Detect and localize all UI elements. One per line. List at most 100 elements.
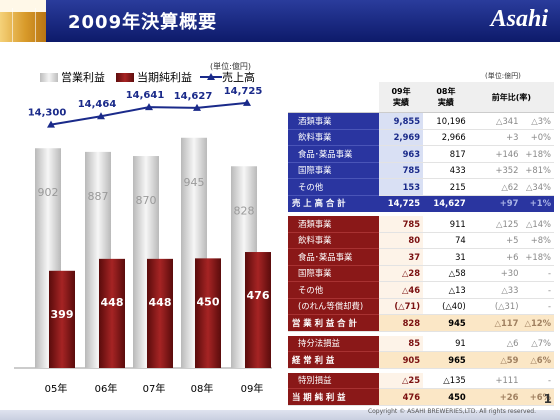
change-percent: +81% — [521, 162, 554, 179]
change-value: +6 — [468, 248, 522, 266]
change-percent: - — [521, 281, 554, 299]
change-percent: △34% — [521, 178, 554, 196]
change-percent: - — [521, 372, 554, 389]
value-2009: 476 — [378, 388, 424, 406]
page-number: 1 — [543, 392, 552, 406]
value-2008: △58 — [423, 265, 469, 282]
header-08: 08年 実績 — [423, 82, 469, 113]
change-percent: △3% — [521, 112, 554, 130]
change-percent: +8% — [521, 232, 554, 249]
legend-operating: 営業利益 — [40, 69, 105, 85]
value-2009: 785 — [378, 216, 424, 233]
footer-bar — [0, 410, 560, 420]
change-value: +3 — [468, 129, 522, 146]
table-row: その他 153 215 △62 △34% — [288, 178, 554, 196]
change-value: △6 — [468, 335, 522, 352]
value-2008: 215 — [423, 178, 469, 196]
header-bar: 2009年決算概要 Asahi — [0, 0, 560, 42]
header-09: 09年 実績 — [378, 82, 424, 113]
net-income-bar — [195, 258, 221, 368]
value-2009: 153 — [378, 178, 424, 196]
net-income-bar — [49, 270, 75, 368]
table-row: 当 期 純 利 益 476 450 +26 +6% — [288, 388, 554, 406]
legend-net-label: 当期純利益 — [137, 71, 192, 84]
value-2008: 450 — [423, 388, 469, 406]
value-2009: 905 — [378, 351, 424, 369]
value-2009: 9,855 — [378, 112, 424, 130]
value-2008: △135 — [423, 372, 469, 389]
change-percent: △12% — [521, 314, 554, 332]
table-row: その他 △46 △13 △33- — [288, 281, 554, 299]
legend-sales-swatch — [200, 73, 222, 80]
value-2008: 965 — [423, 351, 469, 369]
value-2008: 817 — [423, 145, 469, 163]
table-unit: (単位:億円) — [485, 72, 521, 80]
net-income-bar — [99, 258, 125, 368]
table-row: (のれん等償却費) (△71) (△40) (△31) - — [288, 298, 554, 315]
change-percent: △6% — [521, 351, 554, 369]
sales-point — [243, 98, 251, 106]
change-value: +26 — [468, 388, 522, 406]
net-income-label: 448 — [149, 296, 172, 309]
net-income-label: 448 — [101, 296, 124, 309]
net-income-bar — [147, 258, 173, 368]
row-label: 食品･薬品事業 — [288, 248, 379, 266]
net-income-label: 476 — [247, 289, 270, 302]
table-row: 営 業 利 益 合 計 828 945 △117 △12% — [288, 314, 554, 332]
value-2009: 2,969 — [378, 129, 424, 146]
value-2009: △25 — [378, 372, 424, 389]
row-label: 食品･薬品事業 — [288, 145, 379, 163]
value-2009: (△71) — [378, 298, 424, 315]
row-label: (のれん等償却費) — [288, 298, 379, 315]
chart-unit: (単位:億円) — [210, 62, 251, 71]
value-2009: 37 — [378, 248, 424, 266]
legend-sales: 売上高 — [200, 69, 255, 85]
change-value: △59 — [468, 351, 522, 369]
change-value: (△31) — [468, 298, 522, 315]
change-value: △125 — [468, 216, 522, 233]
sales-point — [145, 103, 153, 111]
table-row: 経 常 利 益 905 965 △59 △6% — [288, 351, 554, 369]
table-row: 飲料事業 2,969 2,966 +3 +0% — [288, 129, 554, 146]
table-row: 国際事業 △28 △58 +30- — [288, 265, 554, 282]
change-value: +5 — [468, 232, 522, 249]
legend-net-swatch — [116, 72, 134, 82]
value-2009: 963 — [378, 145, 424, 163]
change-percent: - — [521, 298, 554, 315]
value-2009: 828 — [378, 314, 424, 332]
row-label: 営 業 利 益 合 計 — [288, 314, 379, 332]
table-row: 酒類事業 9,855 10,196 △341 △3% — [288, 112, 554, 130]
value-2008: 911 — [423, 216, 469, 233]
row-label: 売 上 高 合 計 — [288, 195, 379, 212]
table-row: 酒類事業 785 911 △125 △14% — [288, 216, 554, 233]
x-tick-label: 09年 — [241, 382, 264, 395]
net-income-label: 450 — [197, 295, 220, 308]
change-percent: △7% — [521, 335, 554, 352]
change-value: +97 — [468, 195, 522, 212]
row-label: 飲料事業 — [288, 129, 379, 146]
x-tick-label: 06年 — [95, 382, 118, 395]
header-change: 前年比(率) — [468, 82, 554, 113]
operating-profit-label: 828 — [234, 204, 255, 217]
row-label: 国際事業 — [288, 265, 379, 282]
change-value: △33 — [468, 281, 522, 299]
value-2009: 85 — [378, 335, 424, 352]
value-2009: 785 — [378, 162, 424, 179]
change-value: △341 — [468, 112, 522, 130]
sales-point — [47, 120, 55, 128]
change-value: +352 — [468, 162, 522, 179]
change-value: △117 — [468, 314, 522, 332]
table-row: 食品･薬品事業 963 817 +146 +18% — [288, 145, 554, 163]
row-label: 国際事業 — [288, 162, 379, 179]
sales-value-label: 14,641 — [126, 90, 165, 101]
table-row: 食品･薬品事業 37 31 +6 +18% — [288, 248, 554, 266]
table-row: 売 上 高 合 計 14,725 14,627 +97 +1% — [288, 195, 554, 212]
value-2009: 80 — [378, 232, 424, 249]
change-percent: △14% — [521, 216, 554, 233]
copyright: Copyright © ASAHI BREWERIES,LTD. All rig… — [367, 408, 536, 415]
net-income-bar — [245, 252, 271, 368]
change-percent: - — [521, 265, 554, 282]
change-percent: +1% — [521, 195, 554, 212]
change-value: +111 — [468, 372, 522, 389]
asahi-logo: Asahi — [490, 6, 548, 32]
